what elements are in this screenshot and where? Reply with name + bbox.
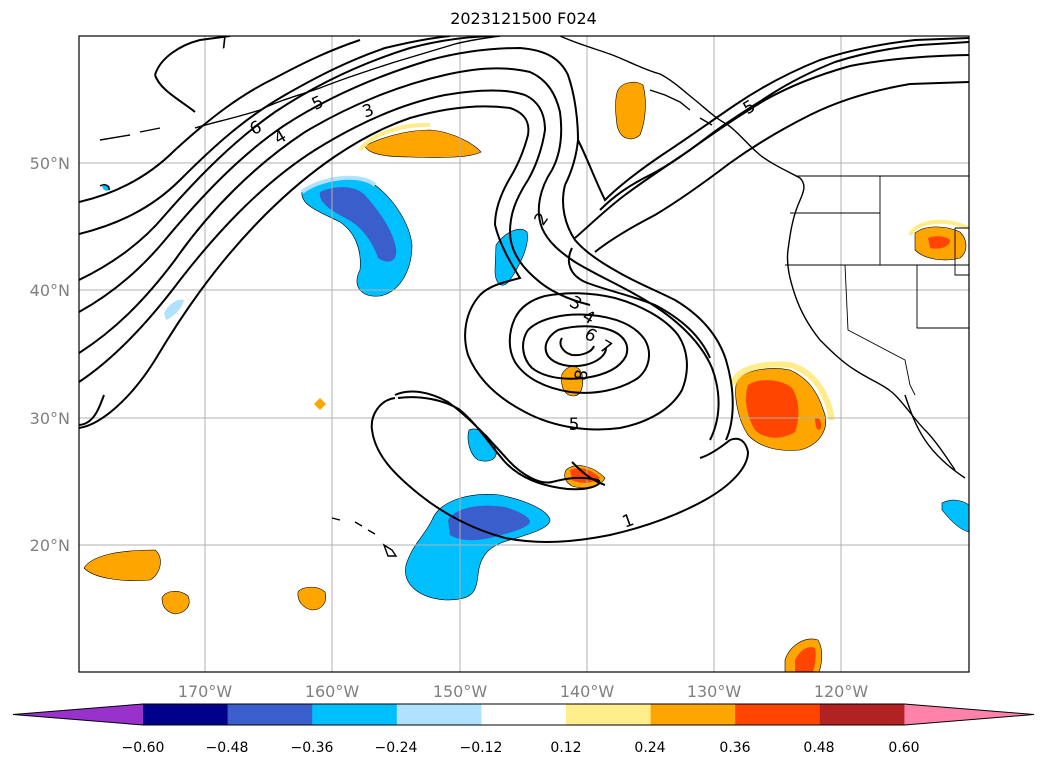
colorbar-extend-high [904, 704, 1034, 725]
colorbar [12, 703, 1035, 726]
colorbar-segment [735, 704, 821, 725]
positive-region-southwest [83, 549, 161, 581]
contour-label: 7 [216, 32, 232, 54]
map-frame [78, 35, 970, 673]
lat-label: 50°N [30, 154, 70, 173]
lon-label: 160°W [305, 682, 360, 701]
colorbar-segment [481, 704, 567, 725]
positive-region-north [364, 129, 482, 158]
longitude-labels: 170°W 160°W 150°W 140°W 130°W 120°W [178, 682, 869, 701]
lat-label: 40°N [30, 281, 70, 300]
positive-region-alaska [615, 81, 646, 140]
lon-label: 170°W [178, 682, 233, 701]
colorbar-segment [396, 704, 482, 725]
colorbar-tick-label: 0.24 [634, 740, 665, 756]
colorbar-extend-low [13, 704, 143, 725]
colorbar-segment [143, 704, 229, 725]
lon-label: 120°W [814, 682, 869, 701]
lon-label: 140°W [560, 682, 615, 701]
colorbar-tick-label: 0.36 [719, 740, 750, 756]
colorbar-segment [819, 704, 905, 725]
colorbar-tick-label: −0.24 [375, 740, 418, 756]
colorbar-segment [566, 704, 652, 725]
colorbar-tick-label: 0.48 [803, 740, 834, 756]
contour-label: 8 [571, 368, 593, 382]
colorbar-tick-label: −0.36 [291, 740, 334, 756]
contour-lines [79, 36, 969, 543]
colorbar-tick-label: −0.48 [206, 740, 249, 756]
colorbar-segment [227, 704, 313, 725]
negative-region-central [494, 228, 528, 286]
anomaly-shading [83, 81, 969, 672]
latitude-labels: 50°N 40°N 30°N 20°N [30, 154, 70, 555]
colorbar-tick-label: −0.60 [122, 740, 165, 756]
lat-label: 30°N [30, 409, 70, 428]
lat-label: 20°N [30, 536, 70, 555]
colorbar-tick-label: −0.12 [460, 740, 503, 756]
colorbar-tick-label: 0.12 [550, 740, 581, 756]
contour-label: 5 [569, 415, 580, 435]
gridlines [79, 36, 969, 672]
colorbar-tick-label: 0.60 [888, 740, 919, 756]
borders [785, 175, 969, 396]
colorbar-segment [650, 704, 736, 725]
colorbar-outline [12, 703, 1035, 726]
coastlines [99, 36, 966, 557]
lon-label: 150°W [433, 682, 488, 701]
map-title: 2023121500 F024 [450, 9, 597, 28]
colorbar-ticks: −0.60 −0.48 −0.36 −0.24 −0.12 0.12 0.24 … [122, 740, 920, 756]
colorbar-segment [312, 704, 398, 725]
lon-label: 130°W [687, 682, 742, 701]
